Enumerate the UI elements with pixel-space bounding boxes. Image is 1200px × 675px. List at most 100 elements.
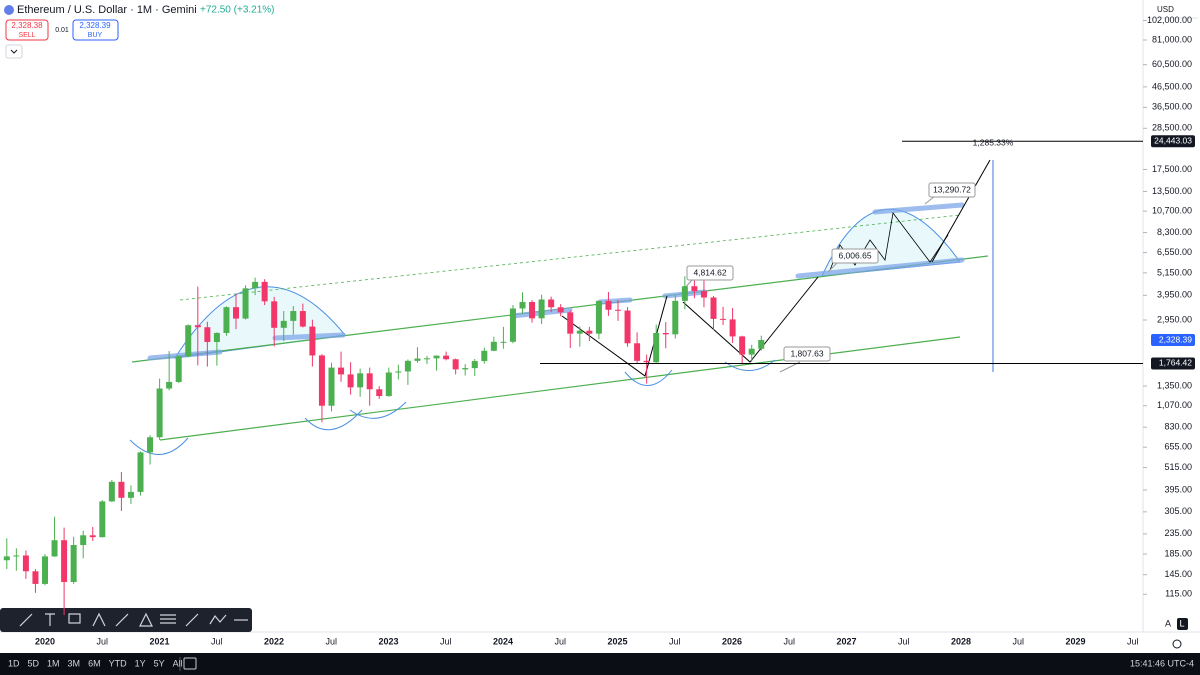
candle-body xyxy=(595,300,602,334)
tool-note[interactable] xyxy=(68,613,81,624)
path-arrow xyxy=(561,295,668,377)
y-tick-label: 395.00 xyxy=(1164,484,1192,494)
candle-body xyxy=(290,311,297,321)
x-tick-label: 2024 xyxy=(493,636,513,646)
candle-body xyxy=(51,540,58,557)
annotation-box xyxy=(831,248,879,264)
y-tick-label: 1,070.00 xyxy=(1157,400,1192,410)
buy-price[interactable]: 2,328.39 xyxy=(79,21,111,30)
candle-body xyxy=(137,452,144,492)
timeframe-button[interactable]: 5D xyxy=(28,658,40,668)
candle-body xyxy=(643,360,650,363)
y-tick-label: 46,500.00 xyxy=(1152,81,1192,91)
y-tick-label: 515.00 xyxy=(1164,462,1192,472)
scale-button[interactable]: A xyxy=(1165,618,1171,628)
tool-pen[interactable] xyxy=(115,613,129,627)
candle-body xyxy=(548,299,555,308)
range-icon[interactable] xyxy=(183,657,197,670)
candle-body xyxy=(89,535,96,538)
x-tick-label: 2029 xyxy=(1065,636,1085,646)
x-tick-label: Jul xyxy=(669,636,681,646)
y-tick-label: 5,150.00 xyxy=(1157,267,1192,277)
candle-body xyxy=(748,348,755,355)
candle-body xyxy=(233,307,239,319)
candle-body xyxy=(500,341,507,343)
timeframe-button[interactable]: 6M xyxy=(88,658,101,668)
tool-line[interactable] xyxy=(19,613,33,627)
settings-icon[interactable] xyxy=(1172,639,1182,649)
candle-body xyxy=(156,388,163,438)
buy-button[interactable] xyxy=(72,19,119,41)
candle-body xyxy=(261,281,268,302)
candle-body xyxy=(691,286,698,292)
annotation: 6,006.65 xyxy=(838,250,871,260)
annotation: 4,814.62 xyxy=(693,267,726,277)
timeframe-button[interactable]: 1D xyxy=(8,658,20,668)
sell-price[interactable]: 2,328.38 xyxy=(11,21,43,30)
y-tick-label: 3,950.00 xyxy=(1157,290,1192,300)
candle-body xyxy=(414,358,421,361)
scale-button[interactable]: L xyxy=(1179,618,1184,628)
sell-label[interactable]: SELL xyxy=(18,32,35,39)
timeframe-button[interactable]: 1M xyxy=(47,658,60,668)
tool-path[interactable] xyxy=(209,614,227,625)
candle-body xyxy=(452,359,459,370)
x-tick-label: Jul xyxy=(554,636,566,646)
tool-text[interactable] xyxy=(45,613,55,626)
x-tick-label: 2020 xyxy=(35,636,55,646)
channel-lower xyxy=(159,336,961,441)
projection-arrow xyxy=(931,159,991,263)
candle-body xyxy=(385,372,392,397)
sell-button[interactable] xyxy=(5,19,49,41)
x-tick-label: Jul xyxy=(1127,636,1139,646)
candle-body xyxy=(586,330,593,334)
collapse-button[interactable] xyxy=(5,44,23,59)
price-change: +72.50 (+3.21%) xyxy=(200,5,275,16)
tool-shape[interactable] xyxy=(139,612,153,627)
timeframe-button[interactable]: 3M xyxy=(68,658,81,668)
annotation: 1,285.33% xyxy=(973,137,1014,147)
buy-label[interactable]: BUY xyxy=(88,32,103,39)
candle-body xyxy=(118,481,125,498)
tool-brush[interactable] xyxy=(92,612,106,627)
y-tick-label: 185.00 xyxy=(1164,548,1192,558)
candle-body xyxy=(519,302,526,309)
candle-body xyxy=(99,501,106,538)
candle-body xyxy=(672,300,679,335)
candle-body xyxy=(280,320,287,328)
candle-body xyxy=(739,336,746,355)
candle-body xyxy=(615,309,621,311)
candle-body xyxy=(80,535,87,546)
candle-body xyxy=(223,307,230,333)
candle-body xyxy=(481,350,488,362)
candle-body xyxy=(576,330,583,334)
candle-body xyxy=(433,355,440,359)
price-label: 24,443.03 xyxy=(1154,136,1192,146)
annotation-box xyxy=(928,182,976,198)
candle-body xyxy=(127,491,134,498)
candle-body xyxy=(147,437,154,453)
timeframe-button[interactable]: 5Y xyxy=(154,658,165,668)
y-tick-label: 13,500.00 xyxy=(1152,186,1192,196)
candle-body xyxy=(443,355,450,360)
price-label: 2,328.39 xyxy=(1159,334,1192,344)
tool-fib[interactable] xyxy=(160,614,176,624)
candle-body xyxy=(395,371,402,373)
y-tick-label: 28,500.00 xyxy=(1152,123,1192,133)
timeframe-button[interactable]: All xyxy=(173,658,183,668)
tool-trend[interactable] xyxy=(185,613,199,627)
timeframe-button[interactable]: YTD xyxy=(109,658,128,668)
y-tick-label: 145.00 xyxy=(1164,569,1192,579)
candle-body xyxy=(61,540,68,582)
y-tick-label: 36,500.00 xyxy=(1152,102,1192,112)
candle-body xyxy=(567,312,574,334)
currency: USD xyxy=(1157,5,1174,14)
candle-body xyxy=(509,308,516,342)
y-tick-label: 6,550.00 xyxy=(1157,247,1192,257)
timeframe-button[interactable]: 1Y xyxy=(135,658,146,668)
candle-body xyxy=(404,360,411,372)
y-tick-label: 8,300.00 xyxy=(1157,227,1192,237)
x-tick-label: 2028 xyxy=(951,636,971,646)
